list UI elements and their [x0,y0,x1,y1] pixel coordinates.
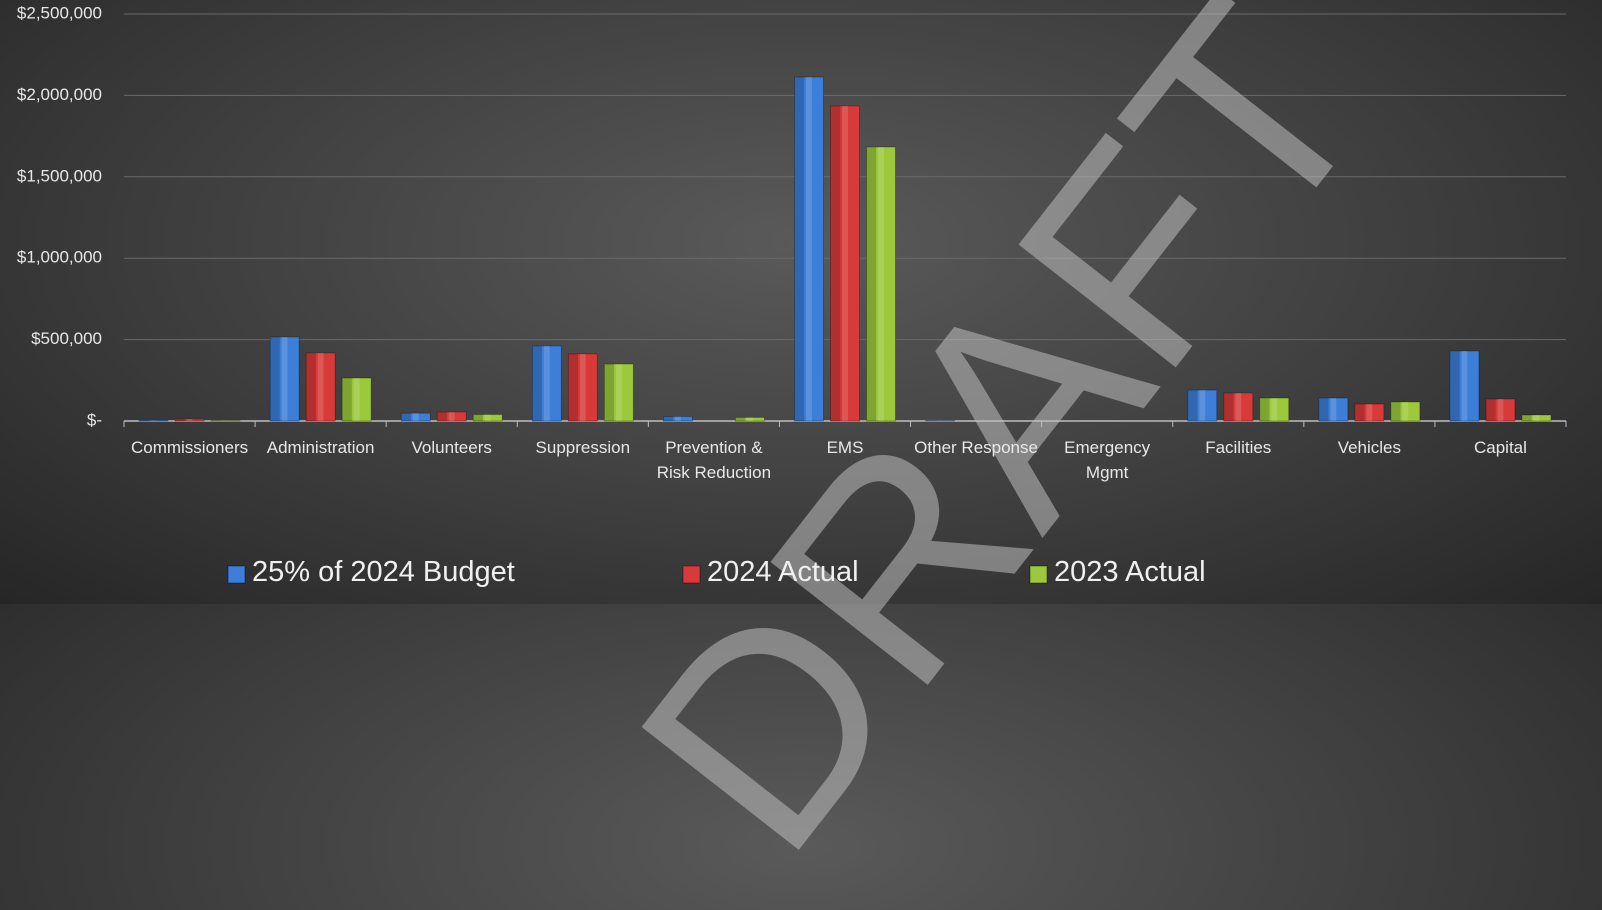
bar-light [544,346,550,421]
bar-shade [401,413,411,421]
bar-shade [795,77,805,421]
bar-shade [532,346,542,421]
bar-shade [568,354,578,421]
x-tick-label: Volunteers [386,435,517,460]
bar-light [616,364,622,421]
y-tick-label: $1,000,000 [17,248,102,267]
bar-shade [1522,415,1532,421]
x-tick-label: EMS [779,435,910,460]
legend-swatch [228,566,245,583]
x-tick-label: Administration [255,435,386,460]
bar-light [1199,390,1205,421]
legend-label: 25% of 2024 Budget [252,556,515,589]
bar-shade [604,364,614,421]
x-tick-label: Emergency Mgmt [1042,435,1173,485]
bar-shade [1188,390,1198,421]
legend-label: 2024 Actual [707,556,859,589]
legend-swatch [683,566,700,583]
bar-light [354,378,360,421]
bar-shade [175,419,185,421]
chart: $- $500,000 $1,000,000 $1,500,000 $2,000,000… [0,0,1602,604]
bar-shade [342,378,352,421]
x-tick-label: Commissioners [124,435,255,460]
bar-light [413,413,419,421]
bar-light [187,419,193,421]
bar-shade [473,414,483,421]
bar-light [806,77,812,421]
bar-light [318,353,324,421]
x-tick-label: Other Response [911,435,1042,460]
y-tick-label: $2,000,000 [17,85,102,104]
bar-light [580,354,586,421]
bar-light [1402,402,1408,421]
bar-light [449,412,455,421]
y-tick-label: $500,000 [31,329,102,348]
x-tick-label: Prevention & Risk Reduction [648,435,779,485]
bar-light [842,106,848,421]
bar-light [1271,398,1277,421]
bar-shade [1486,399,1496,421]
legend-swatch [1030,566,1047,583]
x-tick-label: Facilities [1173,435,1304,460]
bar-shade [663,416,673,421]
bar-light [1366,404,1372,421]
bar-shade [139,420,149,421]
bar-light [747,417,753,421]
bar-light [1330,398,1336,421]
bar-light [1534,415,1540,421]
bar-shade [437,412,447,421]
bar-light [1498,399,1504,421]
bar-light [485,414,491,421]
bar-shade [1391,402,1401,421]
legend-label: 2023 Actual [1054,556,1206,589]
bar-shade [306,353,316,421]
bar-light [878,147,884,421]
bar-light [282,337,288,421]
bar-light [675,416,681,421]
bar-shade [1319,398,1329,421]
bar-shade [1355,404,1365,421]
page: {"chart_data":{"type":"bar", "categories… [0,0,1602,604]
bar-light [151,420,157,421]
y-tick-label: $1,500,000 [17,166,102,185]
x-tick-label: Suppression [517,435,648,460]
bar-shade [867,147,877,421]
bar-shade [1260,398,1270,421]
x-tick-label: Capital [1435,435,1566,460]
bar-shade [831,106,841,421]
bar-shade [735,417,745,421]
y-tick-label: $- [87,410,102,429]
bar-shade [1224,393,1234,421]
bar-shade [270,337,280,421]
bar-shade [1450,351,1460,421]
bar-light [1462,351,1468,421]
bar-light [1235,393,1241,421]
x-tick-label: Vehicles [1304,435,1435,460]
y-tick-label: $2,500,000 [17,3,102,22]
